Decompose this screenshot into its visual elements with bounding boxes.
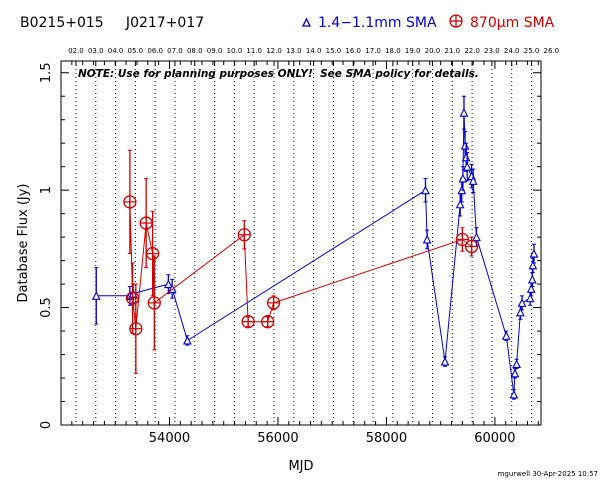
series-submm: [123, 149, 479, 374]
x-axis-tick-label: 56000: [257, 431, 298, 446]
data-point-triangle: [460, 140, 470, 150]
data-point-triangle: [515, 307, 525, 317]
data-point-triangle: [421, 185, 430, 195]
top-axis-tick-label: 07.0: [167, 47, 183, 55]
top-axis: 02.0 03.0 04.0 05.0 06.0 07.0 08.0 09.0 10.0 11.0…: [68, 47, 559, 66]
data-point-triangle: [525, 293, 535, 303]
data-point-triangle: [468, 176, 478, 185]
legend-red-label: 870μm SMA: [470, 15, 555, 31]
top-axis-tick-label: 03.0: [88, 47, 104, 55]
top-axis-tick-label: 11.0: [246, 47, 262, 55]
series-layer: [91, 95, 539, 400]
data-point-triangle: [529, 248, 539, 258]
year-grid: [75, 61, 533, 425]
series-line: [129, 201, 472, 329]
top-axis-tick-label: 09.0: [207, 47, 223, 55]
data-point-triangle: [509, 389, 519, 399]
top-axis-tick-label: 02.0: [68, 47, 84, 55]
legend-blue-marker-icon: [301, 17, 312, 27]
y-axis-tick-label: 1: [39, 186, 54, 194]
data-point-triangle: [459, 107, 469, 117]
legend-blue-label: 1.4−1.1mm SMA: [318, 15, 437, 31]
top-axis-tick-label: 26.0: [544, 47, 560, 55]
top-axis-tick-label: 10.0: [227, 47, 243, 55]
data-point-triangle: [440, 356, 450, 366]
data-point-triangle: [458, 173, 468, 183]
data-point-triangle: [527, 274, 537, 284]
source-names: B0215+015 J0217+017: [20, 15, 204, 31]
x-axis-tick-label: 54000: [149, 431, 190, 446]
top-axis-tick-label: 04.0: [108, 47, 124, 55]
data-point-triangle: [455, 199, 465, 209]
data-point-triangle: [510, 368, 520, 378]
y-axis: 0 0.5 1 1.5: [39, 62, 541, 429]
top-axis-tick-label: 24.0: [504, 47, 520, 55]
data-point-triangle: [528, 260, 538, 270]
data-point-triangle: [91, 291, 101, 300]
x-axis-label: MJD: [288, 459, 313, 474]
data-point-triangle: [501, 331, 511, 340]
top-axis-tick-label: 20.0: [425, 47, 441, 55]
legend-red-marker-icon: [449, 14, 463, 28]
top-axis-tick-label: 23.0: [484, 47, 500, 55]
data-point-triangle: [462, 161, 472, 171]
top-axis-tick-label: 17.0: [365, 47, 381, 55]
y-axis-label: Database Flux (Jy): [16, 184, 31, 303]
y-axis-tick-label: 0: [39, 421, 54, 429]
data-point-triangle: [517, 298, 527, 307]
top-axis-tick-label: 22.0: [464, 47, 480, 55]
top-axis-tick-label: 08.0: [187, 47, 203, 55]
y-axis-tick-label: 1.5: [39, 62, 54, 83]
top-axis-tick-label: 14.0: [306, 47, 322, 55]
footer-stamp: mgurwell 30-Apr-2025 10:57: [498, 470, 598, 478]
top-axis-tick-label: 18.0: [385, 47, 401, 55]
planning-note: NOTE: Use for planning purposes ONLY! Se…: [78, 68, 479, 80]
x-axis-tick-label: 58000: [366, 431, 407, 446]
top-axis-tick-label: 05.0: [128, 47, 144, 55]
top-axis-tick-label: 06.0: [147, 47, 163, 55]
x-axis: 54000 56000 58000 60000: [71, 61, 539, 446]
data-point-triangle: [422, 234, 432, 244]
data-point-triangle: [472, 232, 481, 242]
series-mm: [91, 95, 539, 400]
x-axis-tick-label: 60000: [474, 431, 515, 446]
data-point-triangle: [182, 335, 192, 345]
top-axis-tick-label: 21.0: [445, 47, 461, 55]
data-point-triangle: [163, 279, 173, 289]
top-axis-tick-label: 13.0: [286, 47, 302, 55]
data-point-triangle: [526, 284, 536, 293]
top-axis-tick-label: 25.0: [524, 47, 540, 55]
plot-frame: [60, 60, 542, 426]
data-point-triangle: [512, 359, 521, 368]
series-line: [96, 112, 535, 395]
top-axis-tick-label: 12.0: [266, 47, 282, 55]
y-axis-tick-label: 0.5: [39, 297, 54, 318]
top-axis-tick-label: 19.0: [405, 47, 421, 55]
data-point-triangle: [461, 152, 471, 162]
top-axis-tick-label: 16.0: [345, 47, 361, 55]
top-axis-tick-label: 15.0: [326, 47, 342, 55]
